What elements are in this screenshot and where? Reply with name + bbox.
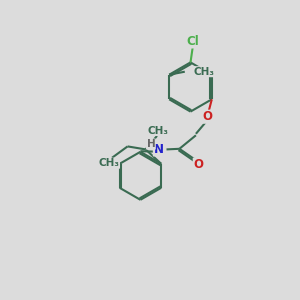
Text: H: H bbox=[146, 139, 155, 149]
Text: CH₃: CH₃ bbox=[148, 125, 169, 136]
Text: CH₃: CH₃ bbox=[98, 158, 119, 168]
Text: N: N bbox=[153, 143, 164, 156]
Text: O: O bbox=[202, 110, 212, 123]
Text: CH₃: CH₃ bbox=[193, 67, 214, 77]
Text: Cl: Cl bbox=[187, 35, 199, 48]
Text: O: O bbox=[193, 158, 203, 171]
